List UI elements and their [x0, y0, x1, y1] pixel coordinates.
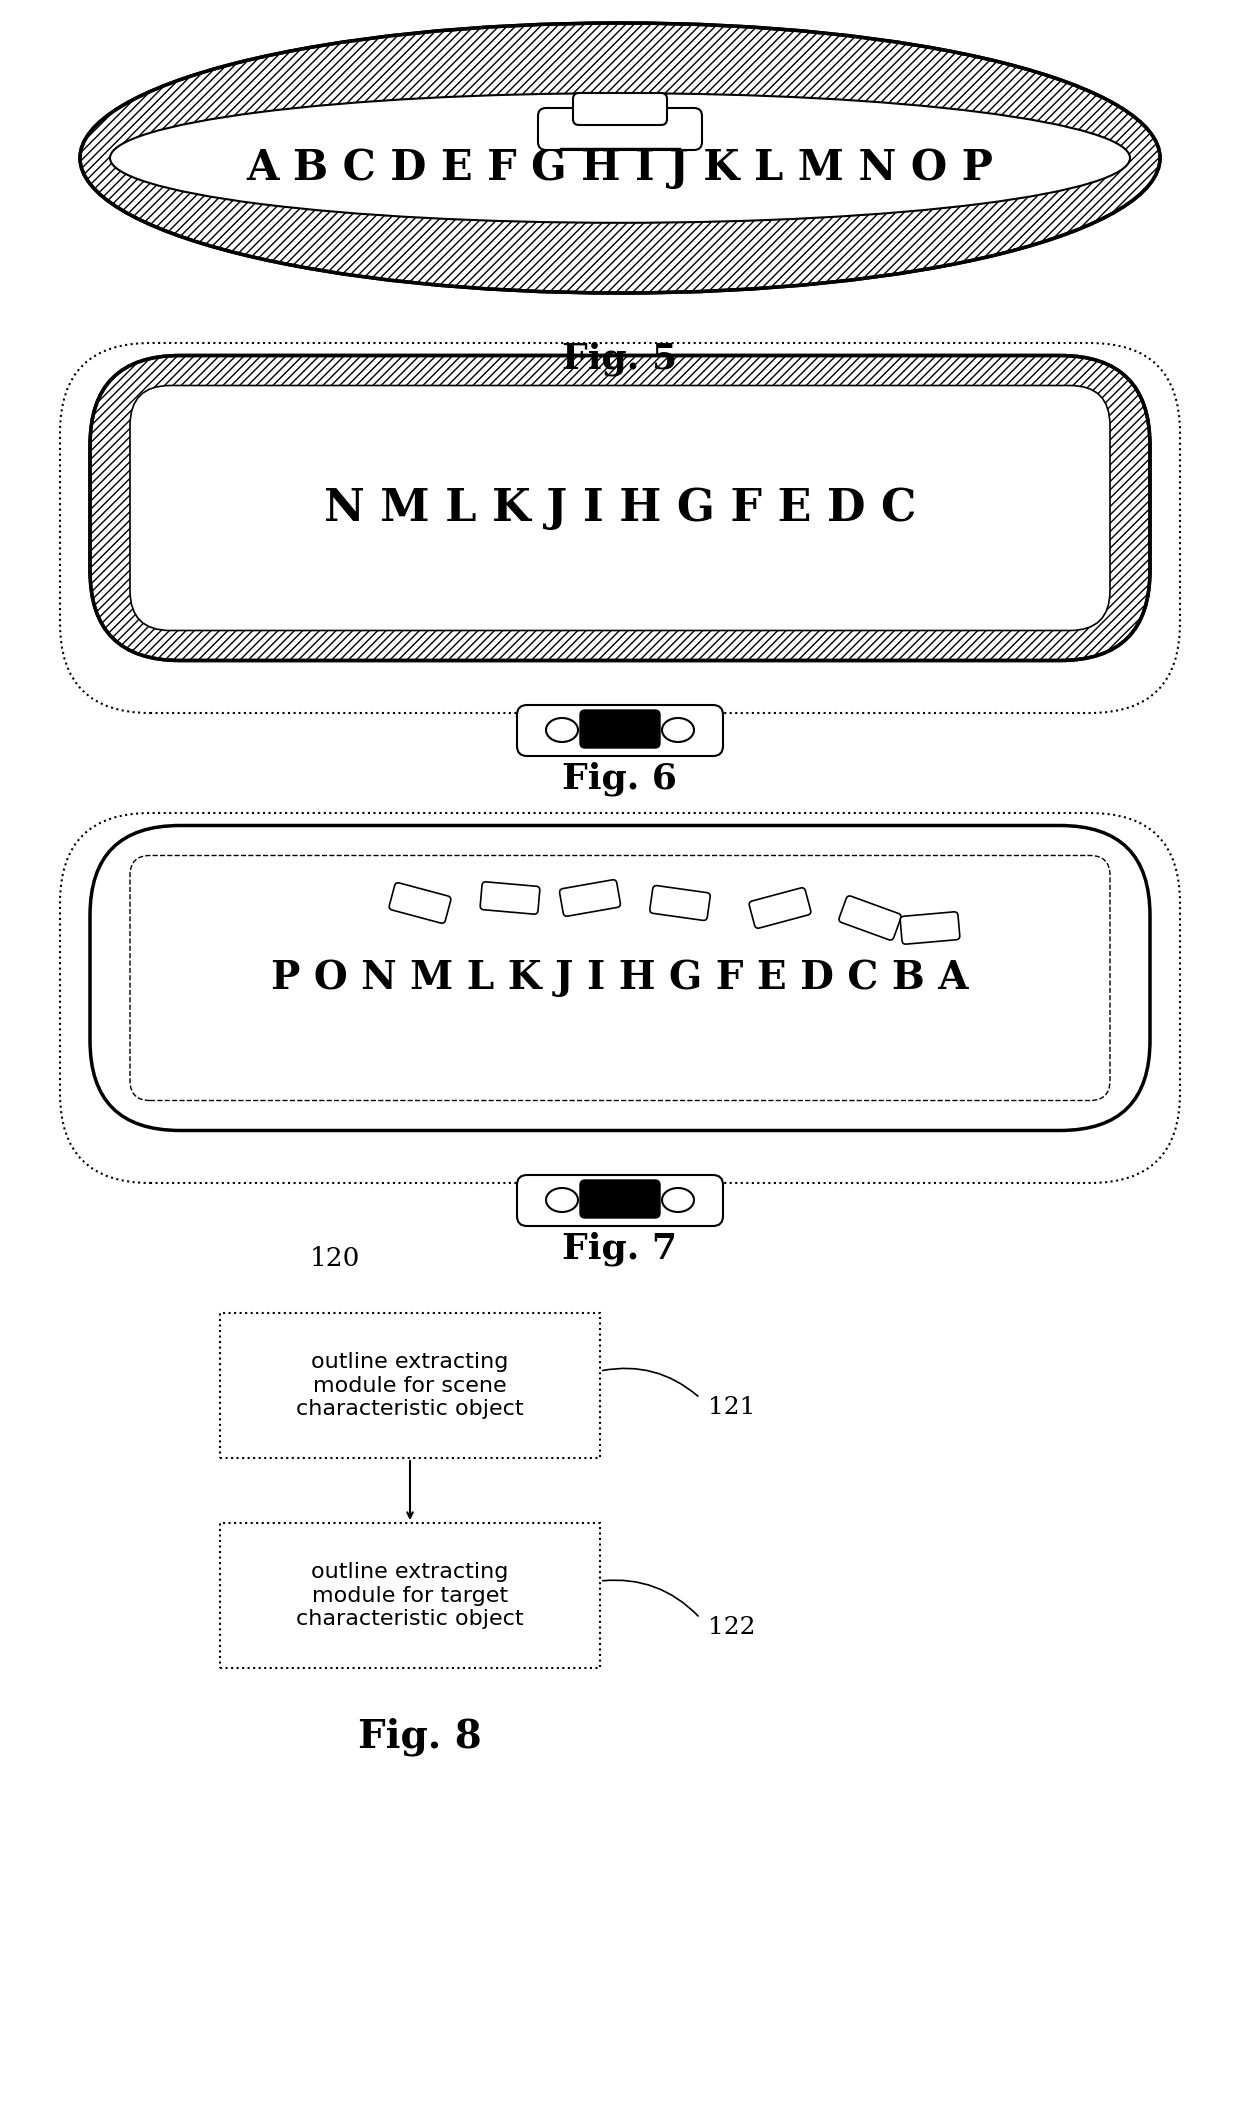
FancyBboxPatch shape — [389, 883, 451, 924]
FancyBboxPatch shape — [573, 94, 667, 126]
FancyBboxPatch shape — [749, 887, 811, 928]
FancyBboxPatch shape — [559, 879, 620, 917]
Text: P O N M L K J I H G F E D C B A: P O N M L K J I H G F E D C B A — [272, 960, 968, 998]
FancyBboxPatch shape — [580, 1181, 660, 1217]
Ellipse shape — [81, 23, 1159, 294]
FancyBboxPatch shape — [517, 1175, 723, 1226]
Ellipse shape — [662, 1187, 694, 1213]
FancyBboxPatch shape — [900, 911, 960, 945]
Ellipse shape — [110, 94, 1130, 223]
FancyBboxPatch shape — [650, 885, 711, 921]
Ellipse shape — [546, 1187, 578, 1213]
FancyBboxPatch shape — [538, 109, 702, 149]
Text: outline extracting
module for target
characteristic object: outline extracting module for target cha… — [296, 1562, 523, 1628]
FancyBboxPatch shape — [517, 704, 723, 755]
FancyBboxPatch shape — [839, 896, 901, 941]
FancyBboxPatch shape — [60, 813, 1180, 1183]
FancyBboxPatch shape — [91, 355, 1149, 660]
Text: 121: 121 — [708, 1396, 755, 1419]
Ellipse shape — [662, 717, 694, 743]
Ellipse shape — [546, 717, 578, 743]
Text: outline extracting
module for scene
characteristic object: outline extracting module for scene char… — [296, 1351, 523, 1419]
FancyBboxPatch shape — [91, 826, 1149, 1130]
Text: Fig. 5: Fig. 5 — [563, 340, 677, 375]
Text: Fig. 6: Fig. 6 — [563, 762, 677, 796]
Text: N M L K J I H G F E D C: N M L K J I H G F E D C — [324, 487, 916, 530]
Text: 120: 120 — [310, 1245, 361, 1270]
FancyBboxPatch shape — [219, 1313, 600, 1458]
FancyBboxPatch shape — [60, 343, 1180, 713]
Text: 122: 122 — [708, 1617, 755, 1639]
Text: A B C D E F G H I J K L M N O P: A B C D E F G H I J K L M N O P — [247, 147, 993, 189]
FancyBboxPatch shape — [219, 1524, 600, 1668]
FancyBboxPatch shape — [130, 855, 1110, 1100]
FancyBboxPatch shape — [130, 385, 1110, 630]
Text: Fig. 7: Fig. 7 — [563, 1230, 677, 1266]
Text: Fig. 8: Fig. 8 — [358, 1717, 482, 1756]
FancyBboxPatch shape — [480, 881, 539, 915]
FancyBboxPatch shape — [580, 711, 660, 749]
